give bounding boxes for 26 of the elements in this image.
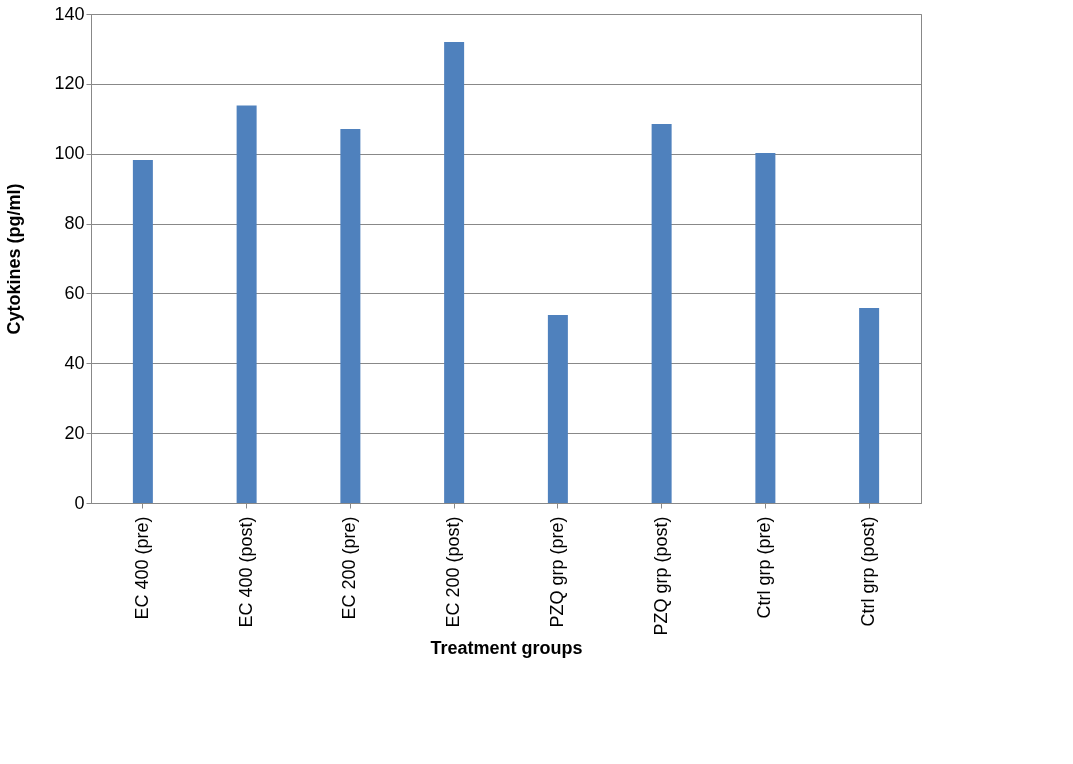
bar [340,128,361,503]
bar [132,160,153,503]
y-tick-label: 40 [64,352,85,373]
x-tick-label: EC 200 (pre) [339,516,360,620]
bar [651,124,672,503]
y-tick-label: 140 [54,3,85,24]
y-tick-label: 60 [64,282,85,303]
y-axis-title: Cytokines (pg/ml) [4,183,25,335]
bar [236,105,257,503]
x-tick-label: Ctrl grp (post) [858,516,879,627]
x-tick-label: EC 400 (pre) [131,516,152,620]
y-tick-label: 20 [64,422,85,443]
y-tick-label: 120 [54,73,85,94]
y-tick-label: 100 [54,143,85,164]
x-axis-title: Treatment groups [430,637,583,658]
x-tick-label: EC 400 (post) [235,516,256,628]
x-tick-label: EC 200 (post) [443,516,464,628]
bar [547,315,568,503]
y-tick-label: 80 [64,213,85,234]
y-tick-label: 0 [74,492,85,513]
bar [755,153,776,503]
x-tick-label: PZQ grp (pre) [546,516,567,628]
bar [859,308,880,503]
x-tick-label: Ctrl grp (pre) [754,516,775,619]
bar [444,41,465,503]
x-tick-label: PZQ grp (post) [650,516,671,636]
